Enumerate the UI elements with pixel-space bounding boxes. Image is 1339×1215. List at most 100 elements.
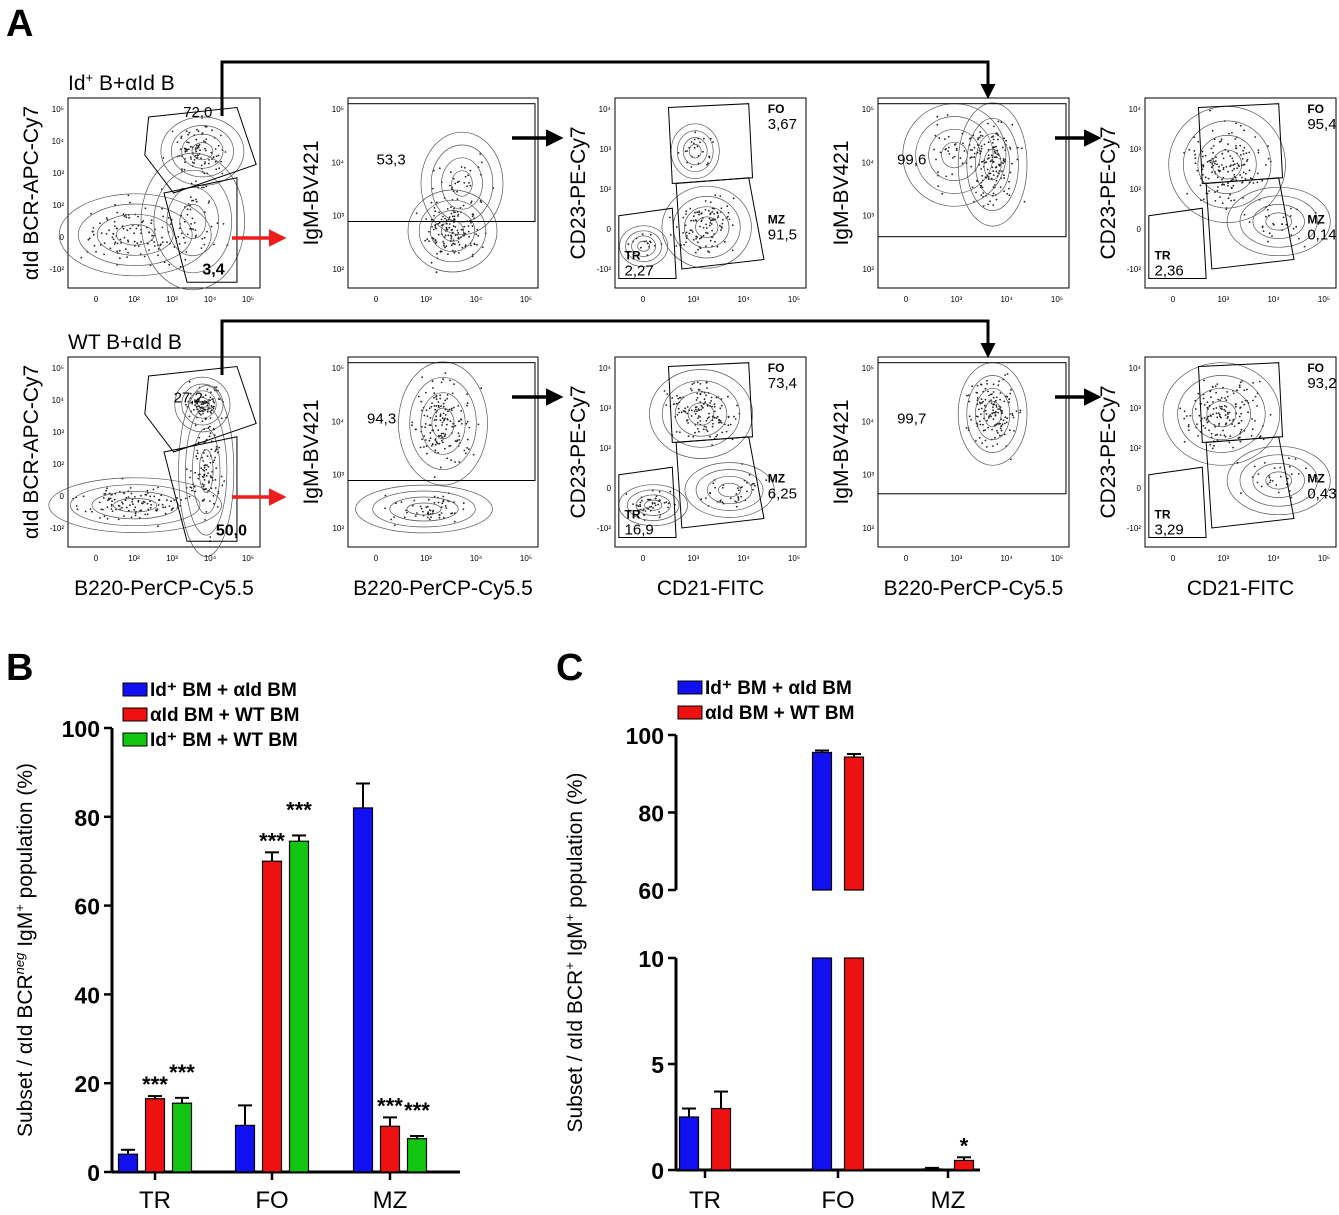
density-point [210, 448, 213, 451]
density-point [183, 168, 186, 171]
density-point [220, 417, 223, 420]
density-point [740, 495, 743, 498]
density-point [1210, 433, 1213, 435]
density-point [992, 409, 994, 412]
density-point [206, 404, 209, 407]
density-point [456, 181, 459, 184]
density-point [934, 134, 937, 137]
density-point [123, 215, 126, 218]
density-point [693, 410, 696, 413]
density-point [186, 233, 189, 236]
contour-line [1226, 186, 1331, 257]
density-point [1257, 473, 1260, 475]
contour-line [77, 203, 193, 266]
density-point [995, 132, 998, 135]
density-point [464, 244, 467, 247]
density-point [720, 229, 722, 232]
density-point [204, 394, 207, 397]
density-point [1015, 410, 1018, 412]
density-point [995, 156, 997, 159]
density-point [411, 421, 414, 424]
density-point [717, 215, 720, 217]
density-point [151, 234, 154, 237]
density-point [446, 394, 449, 396]
density-point [166, 499, 168, 502]
density-point [996, 429, 998, 432]
density-point [993, 184, 996, 186]
density-point [121, 502, 124, 505]
density-point [453, 177, 455, 180]
density-point [118, 249, 121, 252]
density-point [1001, 146, 1004, 149]
density-point [980, 184, 983, 187]
y-axis-label-part: population (%) [14, 763, 37, 904]
density-point [132, 503, 134, 505]
density-point [178, 243, 181, 245]
density-point [1225, 422, 1228, 425]
density-point [433, 207, 436, 209]
density-point [434, 226, 437, 229]
density-point [1021, 147, 1023, 150]
y-tick-label: 10³ [52, 428, 64, 437]
contour-line [661, 380, 741, 448]
density-point [746, 490, 748, 493]
density-point [193, 159, 196, 161]
gate-percentage: 94,3 [367, 411, 396, 428]
density-point [203, 479, 206, 481]
density-point [996, 153, 999, 156]
density-point [210, 225, 213, 228]
density-point [700, 219, 703, 222]
gate-fo [667, 362, 754, 444]
density-point [711, 405, 713, 408]
gates: 94,3 [347, 362, 536, 482]
density-point [987, 390, 989, 393]
density-points [619, 123, 752, 269]
density-point [195, 200, 198, 203]
density-point [425, 445, 428, 447]
density-point [715, 417, 718, 419]
density-point [1223, 404, 1226, 407]
density-point [1213, 138, 1216, 141]
density-point [221, 484, 224, 487]
density-point [980, 147, 983, 150]
contour-line [441, 157, 483, 210]
density-point [119, 257, 121, 260]
density-point [469, 184, 472, 187]
density-point [454, 243, 456, 246]
density-point [979, 423, 982, 426]
density-point [209, 396, 212, 399]
density-point [765, 479, 768, 482]
density-point [1197, 140, 1200, 143]
density-point [1242, 164, 1245, 166]
density-point [1019, 409, 1022, 412]
row-title-rest: B+αId B [93, 72, 175, 95]
density-point [1228, 419, 1231, 422]
density-point [665, 501, 668, 504]
density-point [1216, 433, 1218, 436]
density-point [987, 154, 990, 157]
density-point [457, 432, 460, 434]
gate-name-mz: MZ [768, 212, 785, 226]
density-point [1211, 385, 1214, 388]
density-point [1242, 153, 1245, 155]
density-point [184, 241, 187, 244]
density-point [1204, 427, 1207, 429]
density-point [133, 508, 136, 511]
x-tick-label: 10⁵ [242, 295, 254, 304]
contour-line [1206, 400, 1237, 428]
x-tick-label: 10³ [420, 295, 432, 304]
density-point [1204, 154, 1207, 157]
density-point [444, 246, 446, 249]
density-point [1219, 405, 1221, 408]
density-point [696, 427, 699, 430]
density-point [162, 215, 165, 218]
density-point [1235, 145, 1237, 147]
density-point [88, 237, 91, 240]
density-point [1002, 419, 1005, 422]
density-point [1230, 164, 1232, 167]
density-point [665, 404, 668, 406]
density-point [429, 509, 432, 512]
bar-mz-series-1 [921, 1168, 943, 1171]
density-point [185, 497, 187, 500]
density-point [103, 493, 106, 495]
